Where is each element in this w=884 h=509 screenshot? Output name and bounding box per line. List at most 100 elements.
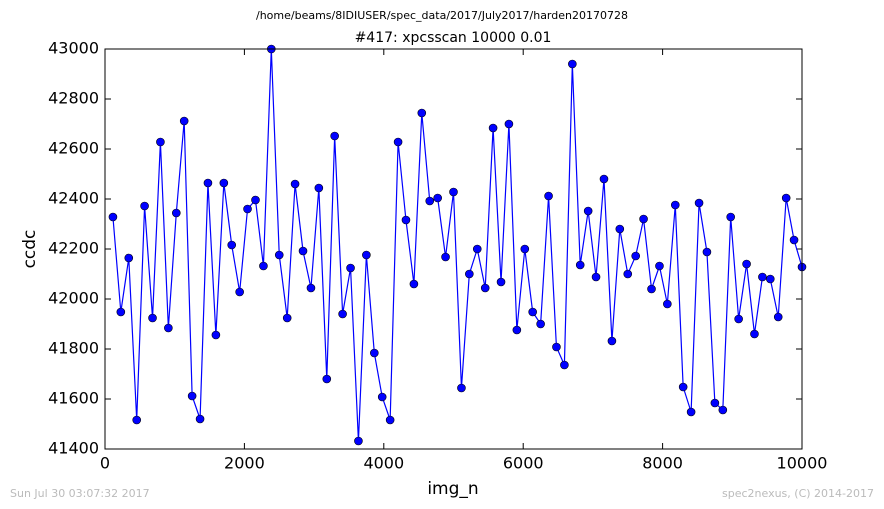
data-point bbox=[346, 263, 355, 273]
data-point bbox=[179, 116, 189, 126]
y-tick-label: 41400 bbox=[48, 439, 99, 458]
data-point bbox=[338, 309, 347, 319]
data-point bbox=[639, 214, 648, 224]
x-tick-label: 10000 bbox=[777, 454, 828, 473]
data-point bbox=[781, 193, 791, 203]
data-point bbox=[441, 252, 450, 262]
x-tick-label: 6000 bbox=[503, 454, 544, 473]
y-tick-label: 43000 bbox=[48, 39, 99, 58]
data-point bbox=[488, 123, 498, 133]
y-tick-label: 42200 bbox=[48, 239, 99, 258]
data-point bbox=[686, 407, 696, 417]
data-point bbox=[108, 212, 118, 222]
data-point bbox=[789, 235, 799, 245]
x-axis-label: img_n bbox=[427, 479, 478, 499]
data-point bbox=[560, 360, 569, 370]
data-point bbox=[148, 313, 157, 323]
data-point bbox=[425, 196, 435, 206]
data-point bbox=[647, 284, 656, 294]
data-point bbox=[504, 119, 514, 129]
data-point bbox=[718, 405, 728, 415]
data-point bbox=[496, 277, 506, 287]
data-point bbox=[370, 348, 379, 358]
footer-right: spec2nexus, (C) 2014-2017 bbox=[722, 487, 874, 500]
data-point bbox=[480, 283, 490, 293]
x-tick-label: 2000 bbox=[224, 454, 265, 473]
data-point bbox=[322, 374, 332, 384]
y-tick-label: 42000 bbox=[48, 289, 99, 308]
data-point bbox=[655, 261, 664, 271]
data-point bbox=[385, 415, 395, 425]
data-point bbox=[472, 244, 482, 254]
data-point bbox=[306, 283, 316, 293]
data-point bbox=[623, 269, 633, 279]
data-point bbox=[710, 398, 720, 408]
data-point bbox=[409, 279, 419, 289]
data-point bbox=[219, 178, 229, 188]
data-point bbox=[583, 206, 593, 216]
data-point bbox=[433, 193, 442, 203]
y-tick-label: 42600 bbox=[48, 139, 99, 158]
data-point bbox=[520, 244, 530, 254]
data-point bbox=[631, 251, 640, 261]
data-point bbox=[465, 269, 474, 279]
data-point bbox=[124, 253, 134, 263]
data-point bbox=[702, 247, 712, 257]
data-point bbox=[457, 383, 466, 393]
data-point bbox=[140, 201, 149, 211]
data-point bbox=[750, 329, 759, 339]
data-point bbox=[251, 195, 260, 205]
y-tick-label: 42400 bbox=[48, 189, 99, 208]
data-point bbox=[615, 224, 625, 234]
x-tick-label: 8000 bbox=[642, 454, 683, 473]
data-point bbox=[401, 215, 411, 225]
data-point bbox=[393, 137, 403, 147]
data-point bbox=[726, 212, 735, 222]
data-point bbox=[758, 272, 767, 282]
data-point bbox=[156, 137, 165, 147]
data-point bbox=[607, 336, 617, 346]
y-tick-label: 41600 bbox=[48, 389, 99, 408]
data-point bbox=[568, 59, 577, 69]
data-point bbox=[377, 392, 387, 402]
data-point bbox=[330, 131, 339, 141]
data-point bbox=[116, 307, 126, 317]
data-point bbox=[528, 307, 537, 317]
data-point bbox=[314, 183, 324, 193]
data-point bbox=[282, 313, 292, 323]
data-point bbox=[298, 246, 308, 256]
data-point bbox=[694, 198, 704, 208]
suptitle: /home/beams/8IDIUSER/spec_data/2017/July… bbox=[256, 9, 628, 22]
data-point bbox=[449, 187, 458, 197]
data-point bbox=[227, 240, 237, 250]
data-point bbox=[663, 299, 672, 309]
data-point bbox=[417, 108, 427, 118]
data-point bbox=[512, 325, 522, 335]
data-point bbox=[544, 191, 553, 201]
data-point bbox=[164, 323, 173, 333]
data-point bbox=[734, 314, 743, 324]
data-point bbox=[599, 174, 609, 184]
data-point bbox=[274, 250, 284, 260]
y-axis-label: ccdc bbox=[20, 230, 40, 269]
x-tick-label: 0 bbox=[100, 454, 110, 473]
data-point bbox=[172, 208, 181, 218]
y-tick-label: 41800 bbox=[48, 339, 99, 358]
data-point bbox=[670, 200, 680, 210]
plot-frame bbox=[104, 48, 803, 450]
chart-title: #417: xpcsscan 10000 0.01 bbox=[355, 30, 552, 46]
data-line bbox=[112, 48, 803, 442]
data-point bbox=[243, 204, 252, 214]
data-point bbox=[575, 260, 585, 270]
data-point bbox=[362, 250, 371, 260]
data-point bbox=[290, 179, 300, 189]
x-tick-label: 4000 bbox=[363, 454, 404, 473]
data-point bbox=[203, 178, 213, 188]
data-point bbox=[678, 382, 688, 392]
data-point bbox=[591, 272, 601, 282]
data-point bbox=[132, 415, 142, 425]
data-point bbox=[765, 274, 775, 284]
data-point bbox=[259, 261, 268, 271]
data-point bbox=[742, 259, 751, 269]
